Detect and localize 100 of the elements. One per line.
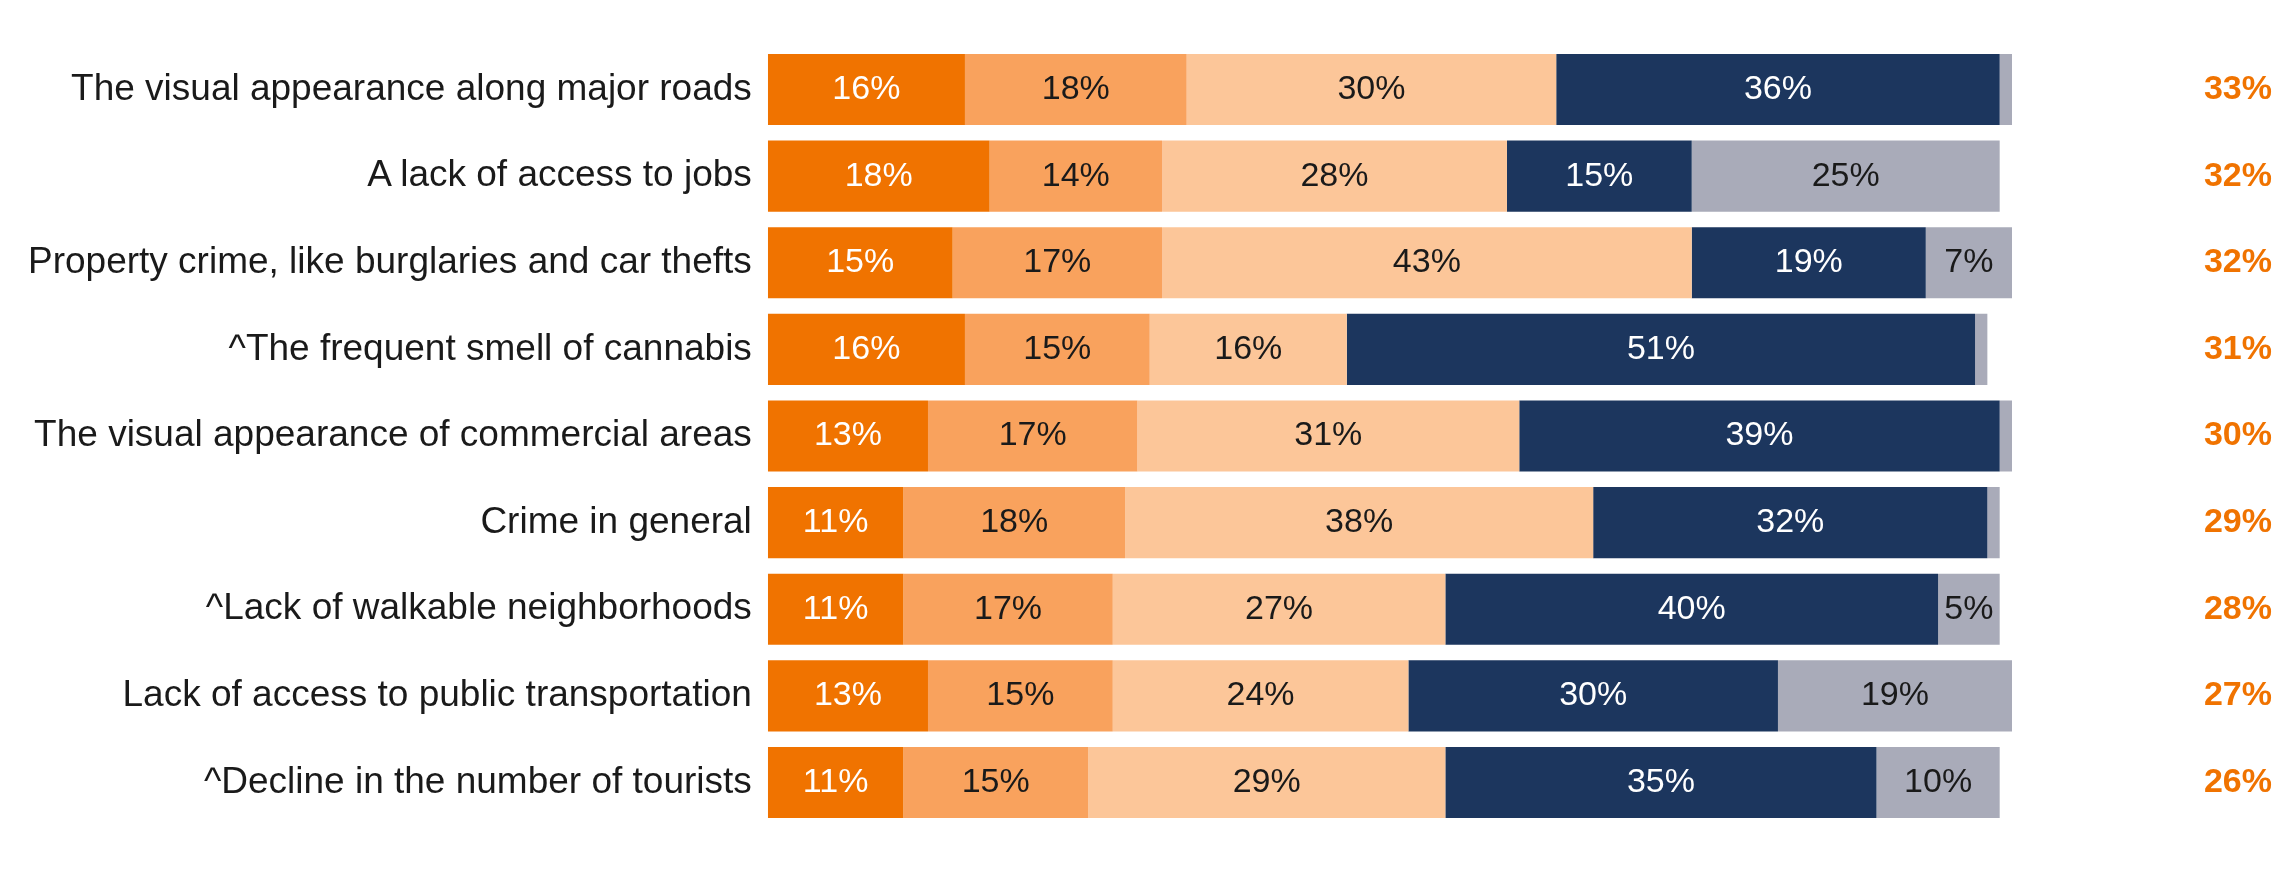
bar: [1162, 227, 1692, 299]
data-label: 18%: [1041, 67, 1110, 106]
text: 30%: [2203, 414, 2272, 453]
bar: [1925, 227, 2012, 299]
bar: [989, 140, 1163, 212]
bar: [767, 227, 953, 299]
bar: [767, 54, 965, 126]
data-label: 11%: [802, 760, 869, 799]
data-label: 15%: [961, 760, 1030, 799]
data-label: 24%: [1226, 674, 1295, 713]
data-label: 38%: [1325, 501, 1394, 539]
data-label: 18%: [980, 501, 1049, 539]
bar: [767, 660, 928, 732]
bar: [1149, 313, 1347, 385]
bar: [903, 573, 1113, 645]
bar: [1975, 313, 1988, 385]
bar: [1137, 400, 1520, 472]
bar: [1408, 660, 1778, 732]
data-label: 18%: [844, 154, 913, 193]
data-label: 16%: [832, 67, 901, 106]
data-label: 30%: [1337, 67, 1406, 106]
bar: [964, 54, 1187, 126]
bar: [767, 140, 990, 212]
data-label: 15%: [826, 241, 895, 280]
y-tick-label: The visual appearance along major roads: [71, 66, 752, 108]
bar: [1691, 140, 2000, 212]
bar: [927, 660, 1113, 732]
y-tick-label: Lack of access to public transportation: [122, 673, 752, 715]
bar: [1445, 746, 1877, 818]
bar: [1777, 660, 2012, 732]
data-label: 43%: [1392, 241, 1461, 280]
data-label: 19%: [1774, 241, 1843, 280]
data-label: 35%: [1626, 760, 1695, 799]
text: 27%: [2203, 674, 2272, 713]
data-label: 27%: [1245, 587, 1314, 626]
data-label: 36%: [1743, 67, 1812, 106]
text: 32%: [2203, 241, 2272, 280]
bar: [1445, 573, 1939, 645]
bar: [1876, 746, 2000, 818]
bar: [964, 313, 1150, 385]
y-tick-label: ^The frequent smell of cannabis: [228, 326, 752, 368]
bar: [1999, 400, 2012, 472]
data-label: 17%: [974, 587, 1043, 626]
bar: [767, 400, 928, 472]
text: 32%: [2203, 154, 2272, 193]
data-label: 17%: [998, 414, 1067, 453]
data-label: 7%: [1944, 241, 1994, 280]
bar: [927, 400, 1138, 472]
data-label: 30%: [1559, 674, 1628, 713]
data-label: 15%: [986, 674, 1055, 713]
bar: [1162, 140, 1507, 212]
bar: [1112, 573, 1446, 645]
bar: [767, 313, 965, 385]
data-label: 16%: [1214, 327, 1283, 366]
bar: [767, 746, 904, 818]
y-tick-label: ^Lack of walkable neighborhoods: [205, 586, 752, 628]
text: 29%: [2203, 501, 2272, 539]
data-label: 29%: [1232, 760, 1301, 799]
data-label: 5%: [1944, 587, 1994, 626]
bar: [1125, 487, 1594, 559]
data-label: 13%: [813, 414, 882, 453]
bar: [1593, 487, 1988, 559]
bar: [952, 227, 1163, 299]
bar: [767, 573, 904, 645]
data-label: 28%: [1300, 154, 1369, 193]
bar: [1186, 54, 1557, 126]
text: 28%: [2203, 587, 2272, 626]
y-tick-label: A lack of access to jobs: [367, 153, 752, 195]
data-label: 15%: [1023, 327, 1092, 366]
data-label: 11%: [802, 501, 869, 539]
bar: [1691, 227, 1926, 299]
text: 33%: [2203, 67, 2272, 106]
data-label: 39%: [1725, 414, 1794, 453]
data-label: 16%: [832, 327, 901, 366]
data-label: 15%: [1565, 154, 1634, 193]
data-label: 31%: [1294, 414, 1363, 453]
bar: [1088, 746, 1446, 818]
bar: [1506, 140, 1692, 212]
y-tick-label: ^Decline in the number of tourists: [203, 759, 752, 801]
bar: [903, 746, 1089, 818]
data-label: 10%: [1904, 760, 1973, 799]
bar: [1346, 313, 1976, 385]
bar: [767, 487, 904, 559]
bar: [1999, 54, 2012, 126]
data-label: 19%: [1860, 674, 1930, 713]
y-tick-label: Property crime, like burglaries and car thefts: [27, 239, 752, 281]
data-label: 25%: [1811, 154, 1880, 193]
bar: [1987, 487, 2000, 559]
data-label: 32%: [1756, 501, 1825, 539]
bar: [903, 487, 1126, 559]
y-tick-label: The visual appearance of commercial areas: [34, 413, 752, 455]
data-label: 17%: [1023, 241, 1092, 280]
text: 31%: [2203, 327, 2272, 366]
bar: [1556, 54, 2000, 126]
data-label: 14%: [1041, 154, 1110, 193]
text: 26%: [2203, 760, 2272, 799]
data-label: 40%: [1657, 587, 1726, 626]
data-label: 13%: [813, 674, 882, 713]
bar: [1519, 400, 2000, 472]
y-tick-label: Crime in general: [480, 499, 752, 541]
